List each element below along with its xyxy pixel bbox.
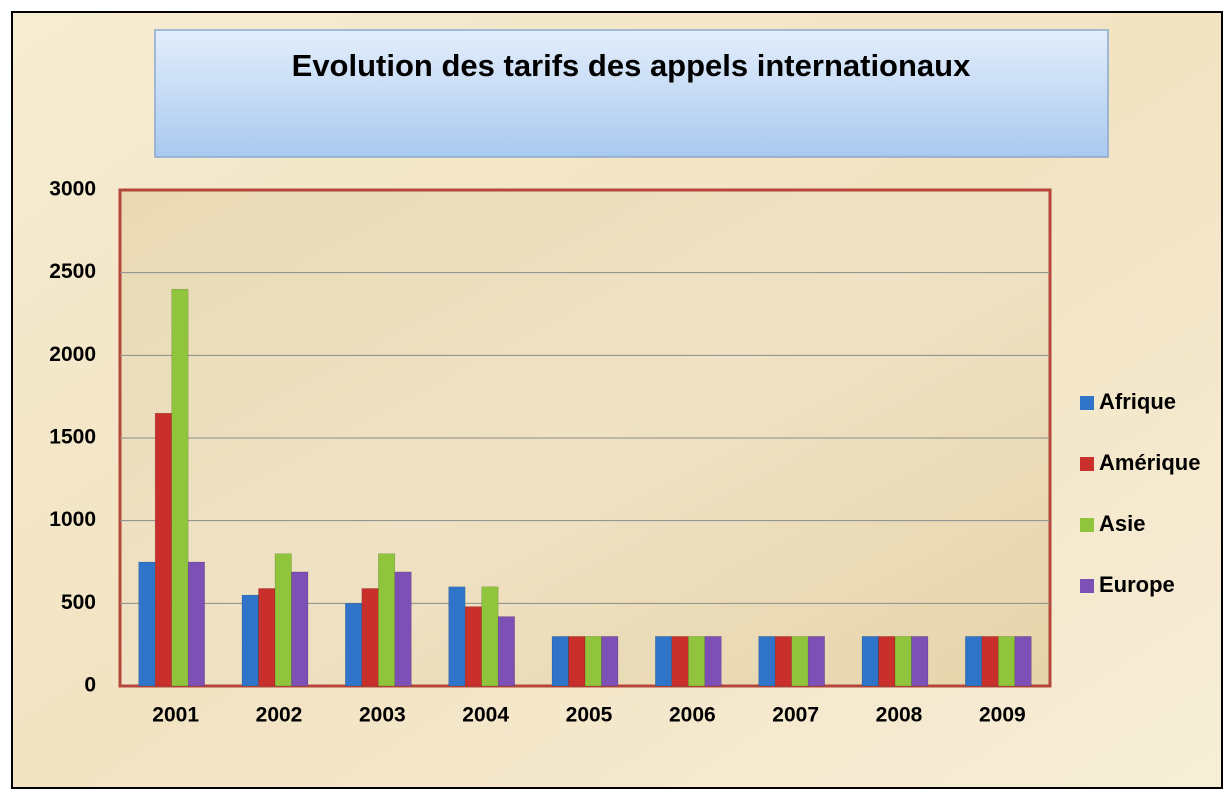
bar [568, 636, 586, 687]
y-tick-label: 2000 [49, 343, 96, 366]
chart-title: Evolution des tarifs des appels internat… [292, 48, 971, 83]
bar [981, 636, 999, 687]
x-tick-label: 2009 [979, 704, 1026, 727]
y-tick-label: 1500 [49, 426, 96, 449]
bar [1014, 636, 1032, 687]
bar [704, 636, 722, 687]
bar [138, 561, 156, 687]
bar [154, 412, 172, 687]
bar [241, 594, 259, 687]
y-tick-label: 2500 [49, 260, 96, 283]
bar [497, 616, 515, 687]
y-tick-label: 3000 [49, 178, 96, 201]
x-tick-label: 2001 [152, 704, 199, 727]
bar [758, 636, 776, 687]
bar [274, 553, 292, 687]
bar [394, 571, 412, 687]
bar [584, 636, 602, 687]
legend-swatch [1080, 457, 1094, 471]
x-tick-label: 2005 [566, 704, 613, 727]
bar [345, 603, 363, 687]
bar [291, 571, 309, 687]
x-tick-label: 2002 [256, 704, 303, 727]
legend-label: Asie [1099, 511, 1145, 536]
x-tick-label: 2007 [772, 704, 819, 727]
x-tick-label: 2003 [359, 704, 406, 727]
y-tick-label: 1000 [49, 508, 96, 531]
legend-swatch [1080, 579, 1094, 593]
x-tick-label: 2004 [462, 704, 509, 727]
bar [187, 561, 205, 687]
x-tick-label: 2008 [876, 704, 923, 727]
bar [601, 636, 619, 687]
bar [688, 636, 706, 687]
bar [861, 636, 879, 687]
y-tick-label: 0 [84, 674, 96, 697]
bar [171, 288, 189, 687]
legend-swatch [1080, 396, 1094, 410]
bar [807, 636, 825, 687]
legend-label: Europe [1099, 572, 1175, 597]
bar [258, 588, 276, 687]
bar [671, 636, 689, 687]
bar [965, 636, 983, 687]
bar [378, 553, 396, 687]
y-tick-label: 500 [61, 591, 96, 614]
bar [464, 606, 482, 687]
title-box [154, 29, 1109, 158]
x-tick-label: 2006 [669, 704, 716, 727]
bar [774, 636, 792, 687]
bar [551, 636, 569, 687]
bar [894, 636, 912, 687]
legend-label: Afrique [1099, 389, 1176, 414]
bar [791, 636, 809, 687]
bar [655, 636, 673, 687]
bar [998, 636, 1016, 687]
legend-swatch [1080, 518, 1094, 532]
legend-label: Amérique [1099, 450, 1200, 475]
bar [911, 636, 929, 687]
bar [361, 588, 379, 687]
bar [481, 586, 499, 687]
bar [878, 636, 896, 687]
bar [448, 586, 466, 687]
